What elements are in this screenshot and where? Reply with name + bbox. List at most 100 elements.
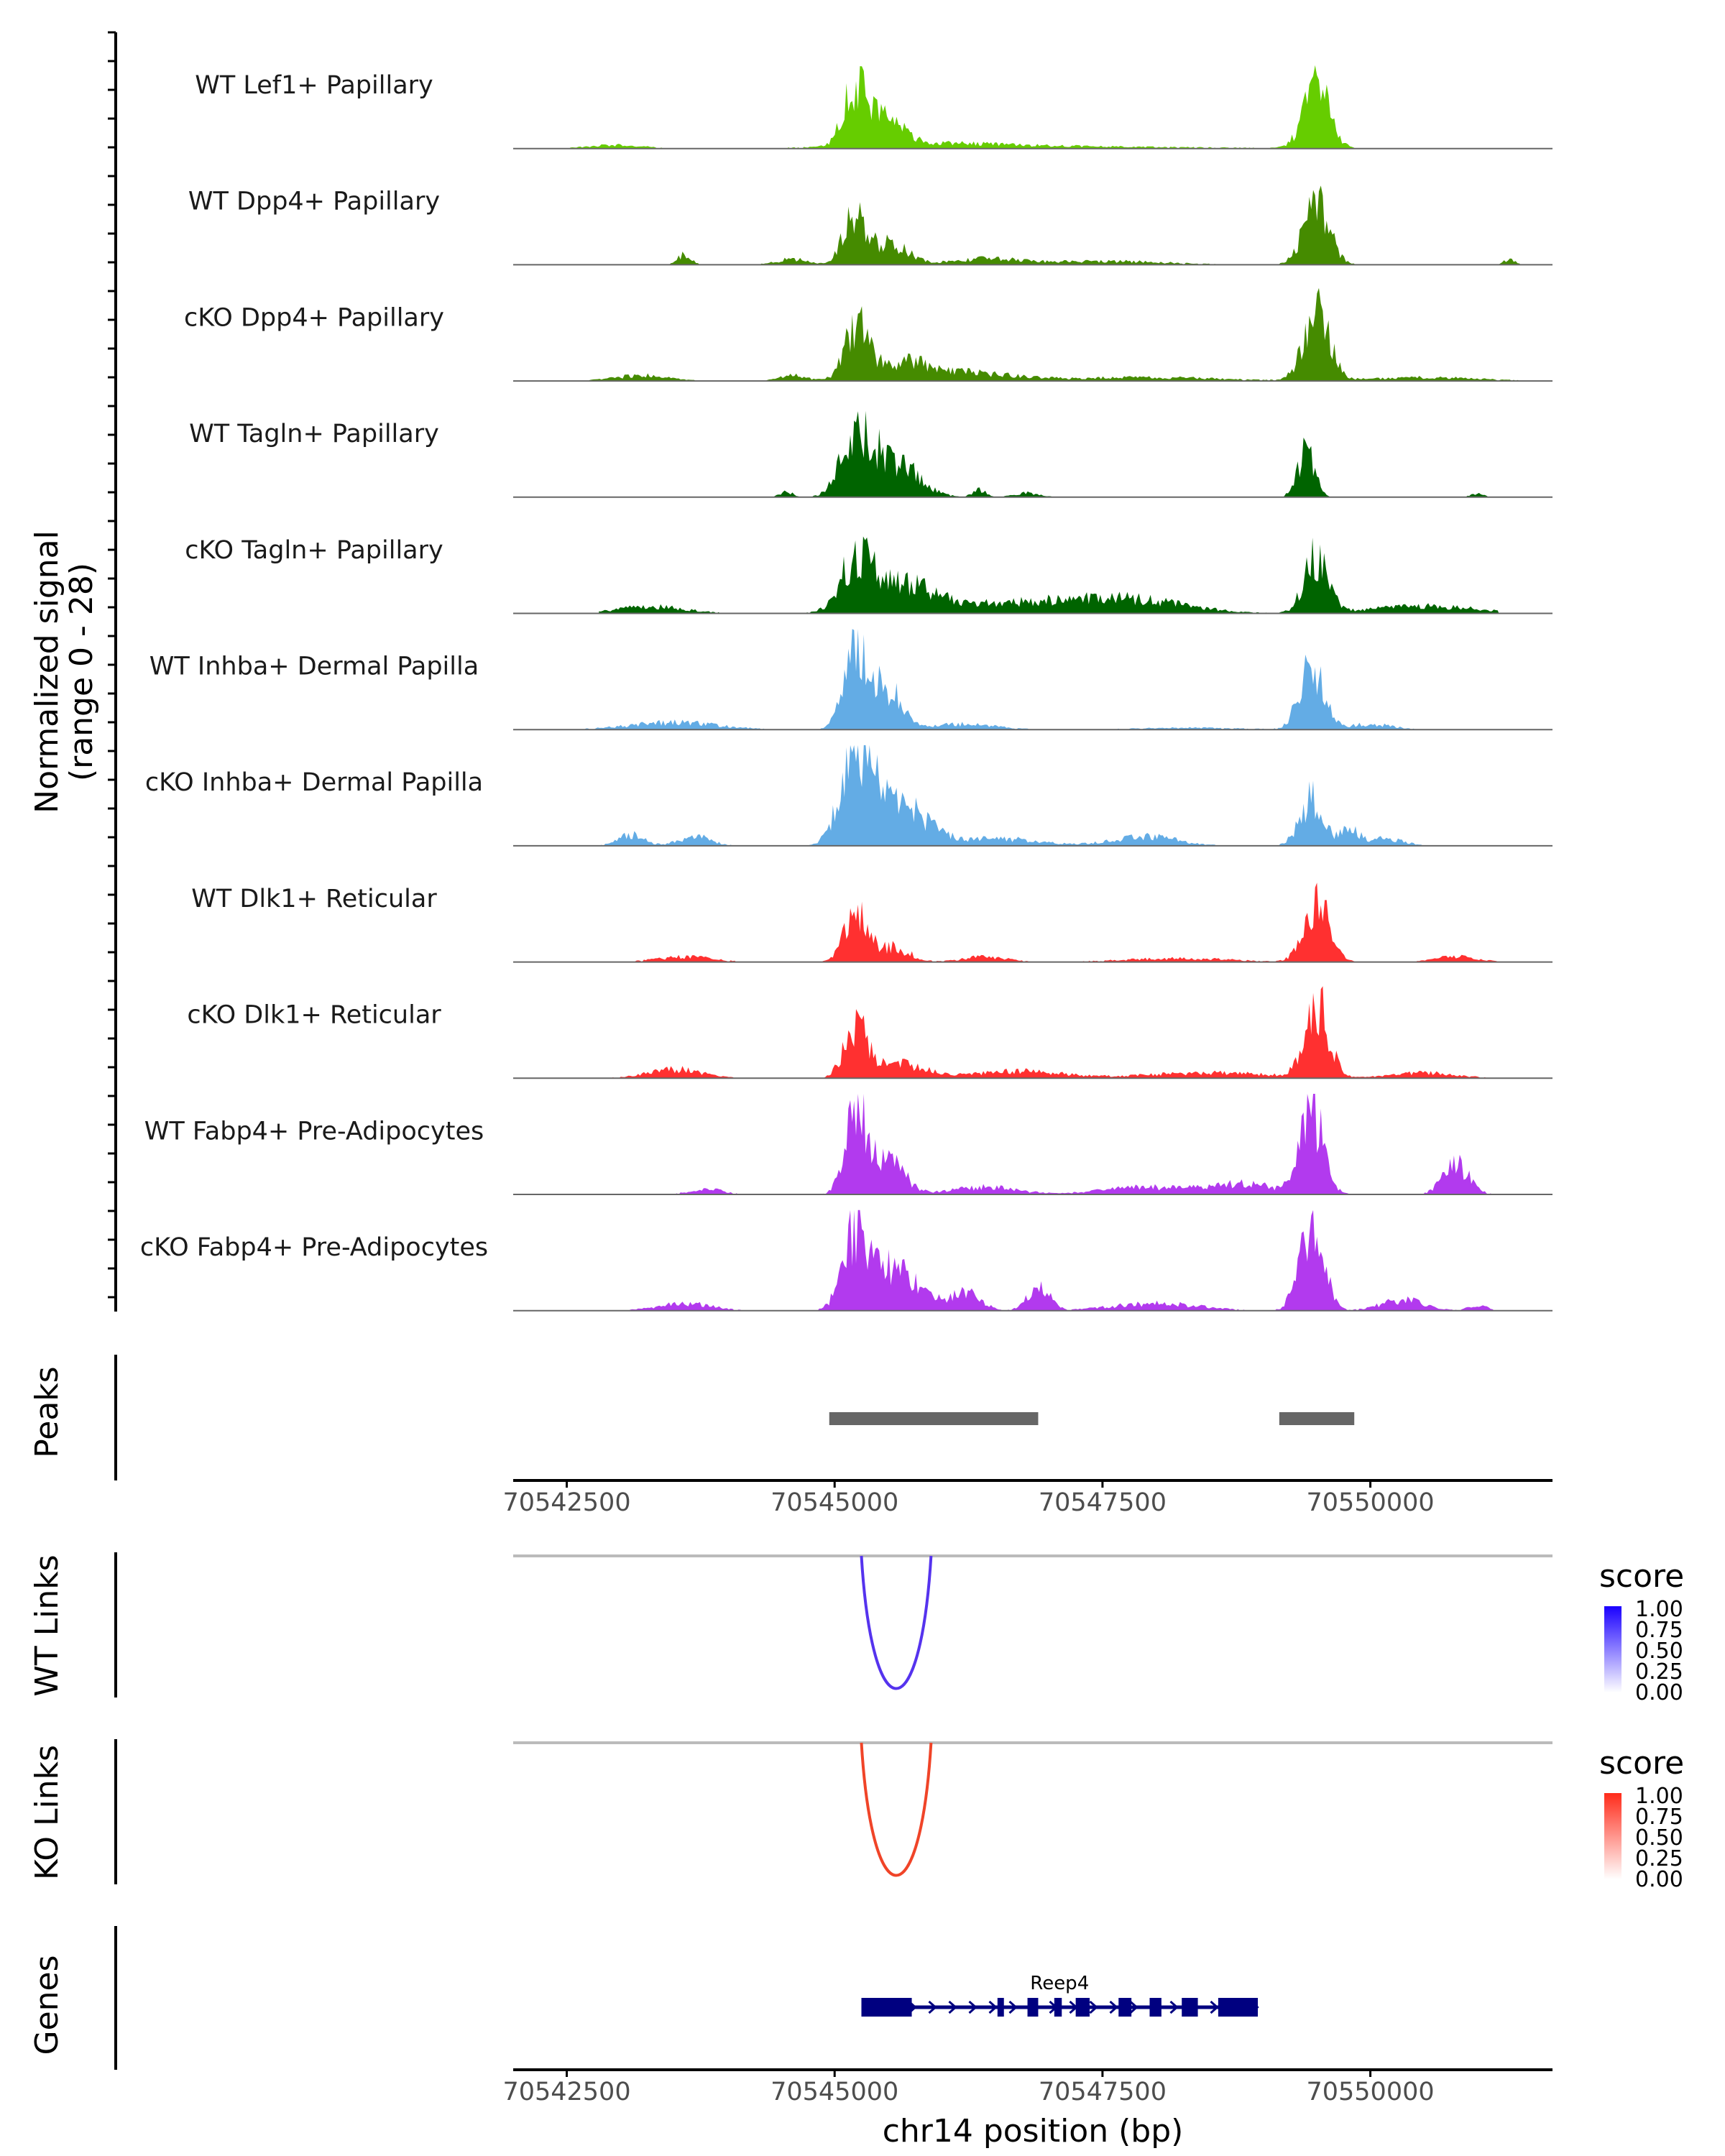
- strand-arrow: [868, 2000, 877, 2014]
- genes-x-ticks: 70542500 70545000 70547500 70550000: [502, 2070, 1435, 2106]
- track-label: WT Dlk1+ Reticular: [191, 885, 437, 913]
- strand-arrow: [1008, 2000, 1018, 2014]
- gene-exon: [1182, 1998, 1198, 2017]
- legend-tick-label: 1.00: [1635, 1784, 1683, 1809]
- coverage-track: WT Dpp4+ Papillary: [188, 185, 1552, 266]
- gene-name: Reep4: [1030, 1973, 1089, 1994]
- strand-arrow: [968, 2000, 978, 2014]
- track-label: WT Tagln+ Papillary: [189, 420, 439, 448]
- legend-tick-label: 0.00: [1635, 1680, 1683, 1705]
- strand-arrow: [988, 2000, 998, 2014]
- strand-arrow: [948, 2000, 957, 2014]
- track-label: cKO Tagln+ Papillary: [185, 536, 443, 565]
- strand-arrow: [1129, 2000, 1138, 2014]
- peak-region: [1279, 1412, 1355, 1425]
- gene-exon: [861, 1998, 912, 2017]
- strand-arrow: [1069, 2000, 1078, 2014]
- legend-colorbar: [1604, 1606, 1622, 1692]
- legend-tick-label: 0.25: [1635, 1659, 1683, 1685]
- track-label: WT Inhba+ Dermal Papilla: [150, 653, 479, 681]
- legend-tick-label: 0.75: [1635, 1805, 1683, 1830]
- genes-axis-title: Genes: [29, 1955, 65, 2055]
- x-tick-label: 70547500: [1039, 1488, 1167, 1517]
- peaks-axis-title: Peaks: [29, 1366, 65, 1457]
- coverage-track: WT Dlk1+ Reticular: [191, 883, 1552, 963]
- legend-tick-label: 1.00: [1635, 1597, 1683, 1622]
- coverage-track: cKO Inhba+ Dermal Papilla: [145, 745, 1552, 847]
- coverage-track: cKO Fabp4+ Pre-Adipocytes: [140, 1210, 1552, 1312]
- link-arc: [860, 1555, 933, 1690]
- coverage-area: [566, 883, 1521, 962]
- strand-arrow: [1210, 2000, 1219, 2014]
- track-label: cKO Fabp4+ Pre-Adipocytes: [140, 1233, 488, 1262]
- x-tick-label: 70550000: [1306, 1488, 1434, 1517]
- strand-arrow: [1029, 2000, 1038, 2014]
- track-label: cKO Inhba+ Dermal Papilla: [145, 768, 483, 797]
- strand-arrow: [1089, 2000, 1098, 2014]
- wt-score-legend: score 1.00 0.75 0.50 0.25 0.00: [1599, 1558, 1684, 1705]
- peak-region: [829, 1412, 1039, 1425]
- strand-arrow: [1149, 2000, 1159, 2014]
- coverage-area: [566, 287, 1521, 382]
- coverage-area: [566, 986, 1521, 1079]
- coverage-area: [566, 745, 1521, 846]
- coverage-track: WT Tagln+ Papillary: [189, 410, 1552, 498]
- links-tracks: [513, 1554, 1552, 1877]
- gene-exon: [997, 1998, 1004, 2017]
- x-axis-title: chr14 position (bp): [883, 2113, 1184, 2150]
- track-label: cKO Dpp4+ Papillary: [184, 303, 444, 332]
- legend-tick-label: 0.75: [1635, 1618, 1683, 1643]
- link-arc: [860, 1742, 933, 1877]
- signal-y-ticks: [108, 31, 116, 1299]
- strand-arrow: [1169, 2000, 1179, 2014]
- x-tick-label: 70542500: [502, 2078, 630, 2106]
- coverage-track: cKO Dlk1+ Reticular: [187, 986, 1552, 1079]
- coverage-area: [566, 1094, 1521, 1194]
- x-tick-label: 70545000: [770, 1488, 898, 1517]
- strand-arrow: [908, 2000, 917, 2014]
- coverage-track: cKO Dpp4+ Papillary: [184, 287, 1552, 382]
- coverage-area: [566, 629, 1521, 730]
- legend-tick-label: 0.50: [1635, 1825, 1683, 1851]
- x-tick-label: 70550000: [1306, 2078, 1434, 2106]
- gene-track: Reep4: [861, 1973, 1259, 2017]
- strand-arrow: [1109, 2000, 1118, 2014]
- ko-links-axis-title: KO Links: [29, 1745, 65, 1880]
- coverage-track: WT Fabp4+ Pre-Adipocytes: [144, 1094, 1552, 1195]
- signal-axis-title: Normalized signal: [29, 530, 65, 814]
- track-label: WT Lef1+ Papillary: [195, 71, 433, 100]
- strand-arrow: [928, 2000, 937, 2014]
- coverage-area: [566, 65, 1521, 149]
- x-tick-label: 70547500: [1039, 2078, 1167, 2106]
- strand-arrow: [888, 2000, 897, 2014]
- legend-tick-label: 0.25: [1635, 1846, 1683, 1871]
- peaks-track: [829, 1412, 1355, 1425]
- track-label: WT Fabp4+ Pre-Adipocytes: [144, 1117, 484, 1146]
- peaks-x-ticks: 70542500 70545000 70547500 70550000: [502, 1480, 1435, 1517]
- legend-colorbar: [1604, 1793, 1622, 1879]
- strand-arrow: [1230, 2000, 1239, 2014]
- signal-axis-range: (range 0 - 28): [63, 563, 100, 781]
- coverage-area: [566, 410, 1521, 497]
- strand-arrow: [1190, 2000, 1199, 2014]
- legend-tick-label: 0.00: [1635, 1867, 1683, 1892]
- coverage-area: [566, 185, 1521, 265]
- track-label: WT Dpp4+ Papillary: [188, 188, 440, 216]
- wt-links-axis-title: WT Links: [29, 1554, 65, 1696]
- x-tick-label: 70545000: [770, 2078, 898, 2106]
- legend-title: score: [1599, 1745, 1684, 1782]
- coverage-area: [566, 1210, 1521, 1311]
- coverage-track: WT Inhba+ Dermal Papilla: [150, 629, 1552, 731]
- ko-score-legend: score 1.00 0.75 0.50 0.25 0.00: [1599, 1745, 1684, 1892]
- track-label: cKO Dlk1+ Reticular: [187, 1001, 441, 1030]
- gene-exon: [1118, 1998, 1132, 2017]
- coverage-tracks: WT Lef1+ Papillary WT Dpp4+ Papillary cKO …: [140, 65, 1552, 1312]
- strand-arrow: [1049, 2000, 1058, 2014]
- coverage-area: [599, 536, 1499, 614]
- legend-title: score: [1599, 1558, 1684, 1595]
- gene-exon: [1054, 1998, 1062, 2017]
- coverage-track: cKO Tagln+ Papillary: [185, 536, 1552, 614]
- strand-arrow: [1250, 2000, 1259, 2014]
- coverage-track: WT Lef1+ Papillary: [195, 65, 1552, 149]
